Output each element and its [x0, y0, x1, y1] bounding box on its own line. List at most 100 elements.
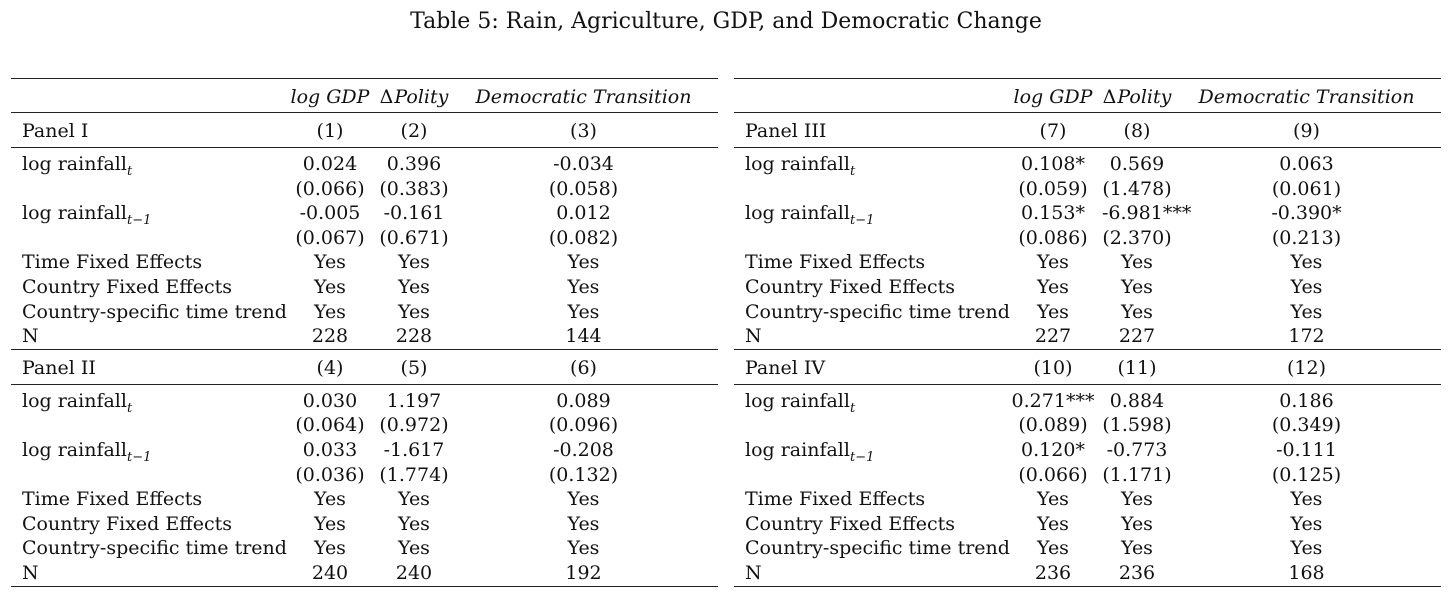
row-log-rainfall-t-se: (0.059) (1.478) (0.061) — [734, 177, 1441, 202]
horizontal-rule — [11, 112, 718, 113]
table-cell: Yes — [398, 488, 430, 511]
table-cell: 228 — [395, 325, 433, 348]
row-country-time-trend: Country-specific time trend Yes Yes Yes — [11, 536, 718, 561]
table-cell: Yes — [1290, 512, 1323, 535]
panel-name: Panel I — [22, 120, 89, 142]
table-cell: (0.096) — [548, 414, 619, 437]
row-label: log rainfallt — [11, 389, 281, 415]
row-country-fixed-effects: Country Fixed Effects Yes Yes Yes — [734, 275, 1441, 300]
row-label: Country Fixed Effects — [734, 512, 1004, 537]
column-number: (1) — [316, 120, 344, 142]
table-cell: (0.082) — [548, 226, 619, 249]
row-log-rainfall-t: log rainfallt 0.271*** 0.884 0.186 — [734, 389, 1441, 415]
table-cell: Yes — [1037, 537, 1069, 560]
table-cell: (1.598) — [1102, 414, 1172, 437]
header-polity-label: Polity — [394, 86, 449, 108]
row-label: log rainfallt — [734, 152, 1004, 179]
horizontal-rule — [11, 348, 718, 350]
row-label-text: N — [745, 325, 762, 348]
table-cell: (0.058) — [548, 177, 619, 200]
panel-header-row: Panel II (4) (5) (6) — [11, 350, 718, 384]
table-cell: Yes — [1121, 488, 1153, 511]
table-cell: 192 — [565, 561, 602, 584]
table-cell: (0.089) — [1018, 414, 1088, 437]
table-cell: Yes — [398, 275, 430, 298]
table-cell: Yes — [1037, 275, 1069, 298]
row-label-text: N — [745, 561, 762, 584]
table-cell: 228 — [311, 325, 349, 348]
row-label-text: Country Fixed Effects — [745, 512, 956, 535]
table-cell: 0.024 — [302, 153, 358, 175]
table-cell: Yes — [1037, 300, 1069, 323]
row-log-rainfall-t-1: log rainfallt−1 0.120* -0.773 -0.111 — [734, 438, 1441, 464]
row-label: Country-specific time trend — [734, 536, 1010, 561]
row-label: log rainfallt−1 — [11, 438, 281, 465]
table-cell: (0.132) — [548, 463, 619, 486]
row-label-text: Time Fixed Effects — [22, 488, 203, 511]
table-cell: 0.569 — [1109, 153, 1165, 175]
column-number: (12) — [1286, 356, 1326, 379]
row-log-rainfall-t-1: log rainfallt−1 -0.005 -0.161 0.012 — [11, 201, 718, 227]
table-cell: 0.186 — [1279, 389, 1334, 412]
row-label-text: log rainfall — [745, 438, 850, 461]
header-log-gdp: log GDP — [1013, 86, 1093, 108]
row-log-rainfall-t-1-se: (0.067) (0.671) (0.082) — [11, 226, 718, 251]
table-cell: -0.773 — [1106, 438, 1168, 461]
row-label-text: Country-specific time trend — [745, 300, 1010, 323]
row-label — [734, 413, 1004, 438]
delta-symbol: Δ — [379, 86, 394, 108]
row-label: Country Fixed Effects — [11, 512, 281, 537]
row-label — [734, 226, 1004, 251]
row-label-text: Country Fixed Effects — [745, 275, 956, 298]
row-label-text: log rainfall — [22, 202, 127, 225]
column-number: (6) — [570, 356, 597, 379]
row-n: N 227 227 172 — [734, 324, 1441, 349]
row-log-rainfall-t-1: log rainfallt−1 0.033 -1.617 -0.208 — [11, 438, 718, 465]
table-cell: Yes — [314, 488, 346, 511]
column-number: (5) — [400, 356, 428, 379]
table-cell: (0.972) — [379, 414, 449, 437]
row-country-time-trend: Country-specific time trend Yes Yes Yes — [734, 300, 1441, 325]
table-cell: (0.064) — [295, 414, 365, 437]
regression-table-left: log GDP ΔPolity Democratic Transition Panel… — [11, 78, 718, 587]
table-cell: Yes — [398, 537, 430, 560]
row-label-text: N — [22, 561, 39, 584]
row-log-rainfall-t: log rainfallt 0.108* 0.569 0.063 — [734, 152, 1441, 179]
row-label-text: log rainfall — [22, 153, 127, 175]
table-cell: (0.067) — [295, 226, 365, 249]
column-header-row: log GDP ΔPolity Democratic Transition — [734, 79, 1441, 112]
table-cell: 240 — [311, 561, 349, 584]
table-cell: 236 — [1034, 561, 1072, 584]
panel-header-row: Panel IV (10) (11) (12) — [734, 350, 1441, 384]
table-cell: (1.171) — [1102, 463, 1172, 486]
row-label: Time Fixed Effects — [11, 487, 281, 512]
header-democratic-transition: Democratic Transition — [475, 86, 692, 108]
header-polity-label: Polity — [1117, 86, 1172, 108]
row-label-subscript: t — [849, 163, 856, 179]
table-cell: 0.089 — [556, 389, 611, 412]
row-label — [734, 463, 1004, 488]
table-cell: Yes — [1037, 251, 1069, 274]
table-cell: 0.153* — [1021, 202, 1085, 225]
table-cell: -0.111 — [1276, 438, 1337, 461]
row-label-subscript: t — [126, 163, 133, 179]
table-cell: 168 — [1288, 561, 1325, 584]
header-delta-polity: ΔPolity — [379, 79, 449, 112]
table-cell: Yes — [398, 251, 430, 274]
table-cell: Yes — [398, 512, 430, 535]
table-cell: (0.383) — [379, 177, 449, 200]
table-cell: Yes — [567, 537, 600, 560]
panel-name: Panel II — [22, 356, 96, 379]
horizontal-rule — [11, 585, 718, 587]
row-label-text: Time Fixed Effects — [22, 251, 203, 274]
row-label: log rainfallt−1 — [11, 201, 281, 227]
row-label-subscript: t−1 — [126, 449, 152, 465]
row-country-fixed-effects: Country Fixed Effects Yes Yes Yes — [11, 512, 718, 537]
table-cell: (0.066) — [295, 177, 365, 200]
table-cell: 0.396 — [386, 153, 442, 175]
table-cell: (1.774) — [379, 463, 449, 486]
table-cell: 227 — [1034, 325, 1072, 348]
table-cell: 236 — [1118, 561, 1156, 584]
row-label-text: Time Fixed Effects — [745, 488, 926, 511]
row-label-text: Country-specific time trend — [22, 537, 287, 560]
